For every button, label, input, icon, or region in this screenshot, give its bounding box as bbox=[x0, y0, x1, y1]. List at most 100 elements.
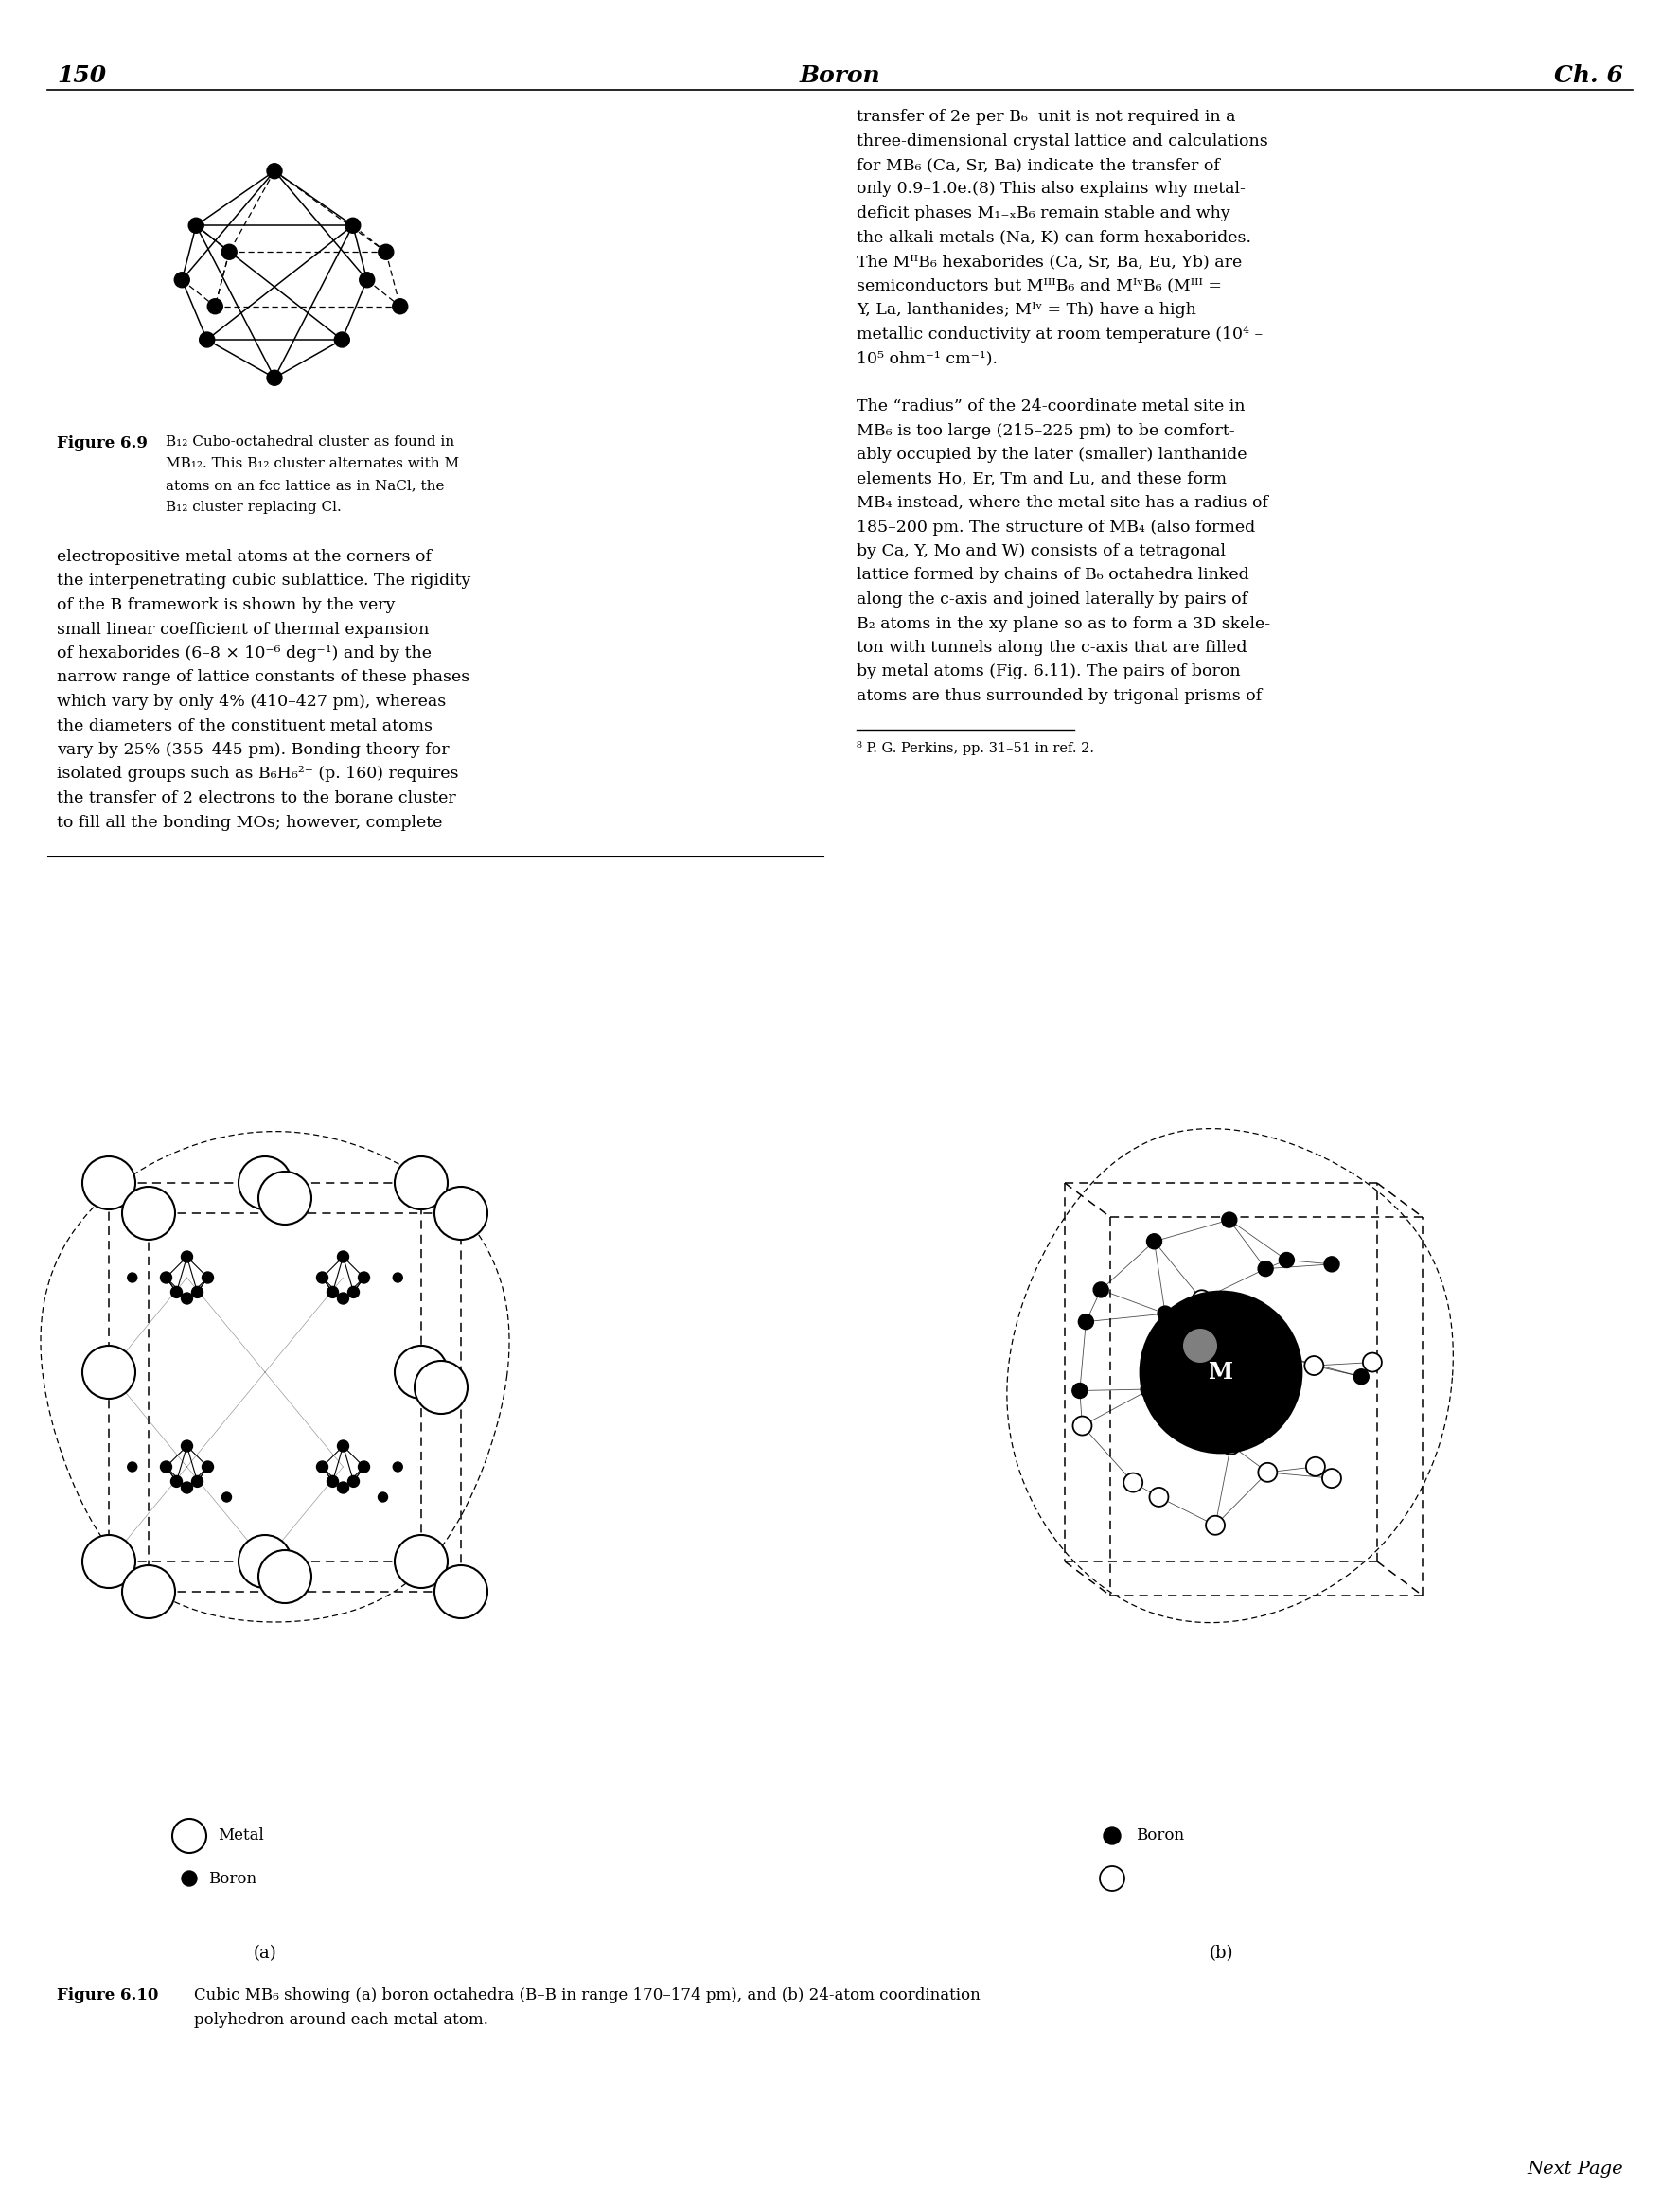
Circle shape bbox=[181, 1482, 193, 1493]
Text: MB₁₂. This B₁₂ cluster alternates with M: MB₁₂. This B₁₂ cluster alternates with M bbox=[166, 456, 459, 470]
Circle shape bbox=[245, 1566, 254, 1577]
Circle shape bbox=[1305, 1458, 1326, 1475]
Text: Cubic MB₆ showing (a) boron octahedra (B–B in range 170–174 pm), and (b) 24-atom: Cubic MB₆ showing (a) boron octahedra (B… bbox=[193, 1987, 981, 2004]
Circle shape bbox=[160, 1462, 171, 1473]
Circle shape bbox=[267, 370, 282, 386]
Circle shape bbox=[1094, 1283, 1109, 1297]
Circle shape bbox=[128, 1462, 138, 1471]
Circle shape bbox=[338, 1250, 349, 1263]
Circle shape bbox=[1147, 1235, 1163, 1248]
Circle shape bbox=[171, 1286, 181, 1299]
Text: the alkali metals (Na, K) can form hexaborides.: the alkali metals (Na, K) can form hexab… bbox=[857, 229, 1252, 245]
Text: isolated groups such as B₆H₆²⁻ (p. 160) requires: isolated groups such as B₆H₆²⁻ (p. 160) … bbox=[57, 765, 459, 783]
Circle shape bbox=[181, 1292, 193, 1303]
Circle shape bbox=[171, 1475, 181, 1486]
Circle shape bbox=[123, 1566, 175, 1618]
Circle shape bbox=[276, 1169, 286, 1177]
Text: which vary by only 4% (410–427 pm), whereas: which vary by only 4% (410–427 pm), wher… bbox=[57, 695, 445, 710]
Circle shape bbox=[259, 1550, 311, 1603]
Text: ton with tunnels along the c-axis that are filled: ton with tunnels along the c-axis that a… bbox=[857, 639, 1247, 655]
Circle shape bbox=[82, 1345, 136, 1398]
Circle shape bbox=[1206, 1515, 1225, 1535]
Circle shape bbox=[239, 1535, 292, 1588]
Text: Y, La, lanthanides; Mᴵᵛ = Th) have a high: Y, La, lanthanides; Mᴵᵛ = Th) have a hig… bbox=[857, 302, 1196, 318]
Circle shape bbox=[338, 1292, 349, 1303]
Circle shape bbox=[202, 1462, 213, 1473]
Circle shape bbox=[435, 1566, 487, 1618]
Text: of hexaborides (6–8 × 10⁻⁶ deg⁻¹) and by the: of hexaborides (6–8 × 10⁻⁶ deg⁻¹) and by… bbox=[57, 646, 432, 662]
Text: transfer of 2e per B₆  unit is not required in a: transfer of 2e per B₆ unit is not requir… bbox=[857, 108, 1235, 126]
Text: polyhedron around each metal atom.: polyhedron around each metal atom. bbox=[193, 2011, 489, 2029]
Circle shape bbox=[395, 1155, 447, 1208]
Text: elements Ho, Er, Tm and Lu, and these form: elements Ho, Er, Tm and Lu, and these fo… bbox=[857, 472, 1226, 487]
Circle shape bbox=[181, 1870, 197, 1885]
Text: the diameters of the constituent metal atoms: the diameters of the constituent metal a… bbox=[57, 719, 432, 734]
Text: B₂ atoms in the xy plane so as to form a 3D skele-: B₂ atoms in the xy plane so as to form a… bbox=[857, 615, 1270, 631]
Circle shape bbox=[160, 1272, 171, 1283]
Text: B₁₂ Cubo-octahedral cluster as found in: B₁₂ Cubo-octahedral cluster as found in bbox=[166, 434, 454, 448]
Text: atoms on an fcc lattice as in NaCl, the: atoms on an fcc lattice as in NaCl, the bbox=[166, 478, 445, 492]
Text: 185–200 pm. The structure of MB₄ (also formed: 185–200 pm. The structure of MB₄ (also f… bbox=[857, 518, 1255, 536]
Text: semiconductors but MᴵᴵᴵB₆ and MᴵᵛB₆ (Mᴵᴵᴵ =: semiconductors but MᴵᴵᴵB₆ and MᴵᵛB₆ (Mᴵᴵ… bbox=[857, 278, 1221, 293]
Text: narrow range of lattice constants of these phases: narrow range of lattice constants of the… bbox=[57, 670, 470, 686]
Circle shape bbox=[82, 1155, 136, 1208]
Circle shape bbox=[239, 1155, 292, 1208]
Text: MB₆ is too large (215–225 pm) to be comfort-: MB₆ is too large (215–225 pm) to be comf… bbox=[857, 423, 1235, 439]
Text: Figure 6.9: Figure 6.9 bbox=[57, 434, 148, 452]
Circle shape bbox=[1104, 1828, 1121, 1843]
Circle shape bbox=[435, 1186, 487, 1239]
Text: of the B framework is shown by the very: of the B framework is shown by the very bbox=[57, 598, 395, 613]
Circle shape bbox=[328, 1475, 338, 1486]
Text: small linear coefficient of thermal expansion: small linear coefficient of thermal expa… bbox=[57, 622, 428, 637]
Circle shape bbox=[1322, 1469, 1341, 1488]
Circle shape bbox=[1193, 1290, 1211, 1310]
Circle shape bbox=[181, 1440, 193, 1451]
Circle shape bbox=[338, 1482, 349, 1493]
Circle shape bbox=[208, 300, 223, 313]
Circle shape bbox=[1178, 1409, 1193, 1424]
Text: three-dimensional crystal lattice and calculations: three-dimensional crystal lattice and ca… bbox=[857, 132, 1268, 150]
Circle shape bbox=[360, 271, 375, 287]
Circle shape bbox=[1324, 1257, 1339, 1272]
Text: for MB₆ (Ca, Sr, Ba) indicate the transfer of: for MB₆ (Ca, Sr, Ba) indicate the transf… bbox=[857, 157, 1220, 174]
Circle shape bbox=[1158, 1305, 1173, 1321]
Circle shape bbox=[378, 245, 393, 260]
Circle shape bbox=[1362, 1354, 1381, 1372]
Circle shape bbox=[1221, 1435, 1240, 1455]
Text: along the c-axis and joined laterally by pairs of: along the c-axis and joined laterally by… bbox=[857, 591, 1248, 609]
Circle shape bbox=[378, 1493, 388, 1502]
Circle shape bbox=[393, 1462, 403, 1471]
Circle shape bbox=[1072, 1383, 1087, 1398]
Circle shape bbox=[222, 245, 237, 260]
Circle shape bbox=[1305, 1356, 1324, 1376]
Text: the transfer of 2 electrons to the borane cluster: the transfer of 2 electrons to the boran… bbox=[57, 789, 455, 807]
Circle shape bbox=[1354, 1369, 1369, 1385]
Text: ably occupied by the later (smaller) lanthanide: ably occupied by the later (smaller) lan… bbox=[857, 448, 1247, 463]
Text: metallic conductivity at room temperature (10⁴ –: metallic conductivity at room temperatur… bbox=[857, 326, 1263, 342]
Circle shape bbox=[328, 1286, 338, 1299]
Circle shape bbox=[175, 271, 190, 287]
Text: Next Page: Next Page bbox=[1527, 2161, 1623, 2179]
Circle shape bbox=[128, 1272, 138, 1283]
Circle shape bbox=[1258, 1261, 1273, 1277]
Circle shape bbox=[1258, 1462, 1277, 1482]
Text: the interpenetrating cubic sublattice. The rigidity: the interpenetrating cubic sublattice. T… bbox=[57, 573, 470, 589]
Text: Metal: Metal bbox=[218, 1828, 264, 1843]
Circle shape bbox=[316, 1272, 328, 1283]
Circle shape bbox=[358, 1462, 370, 1473]
Text: B₁₂ cluster replacing Cl.: B₁₂ cluster replacing Cl. bbox=[166, 501, 341, 514]
Circle shape bbox=[245, 1169, 254, 1177]
Circle shape bbox=[1280, 1349, 1295, 1365]
Circle shape bbox=[316, 1462, 328, 1473]
Text: 150: 150 bbox=[57, 64, 106, 86]
Circle shape bbox=[267, 163, 282, 179]
Circle shape bbox=[358, 1272, 370, 1283]
Circle shape bbox=[276, 1566, 286, 1577]
Text: Ch. 6: Ch. 6 bbox=[1554, 64, 1623, 86]
Text: M: M bbox=[1208, 1360, 1233, 1383]
Text: ⁸ P. G. Perkins, pp. 31–51 in ref. 2.: ⁸ P. G. Perkins, pp. 31–51 in ref. 2. bbox=[857, 741, 1094, 754]
Text: (b): (b) bbox=[1210, 1945, 1233, 1962]
Circle shape bbox=[1079, 1314, 1094, 1330]
Circle shape bbox=[393, 1272, 403, 1283]
Circle shape bbox=[393, 300, 408, 313]
